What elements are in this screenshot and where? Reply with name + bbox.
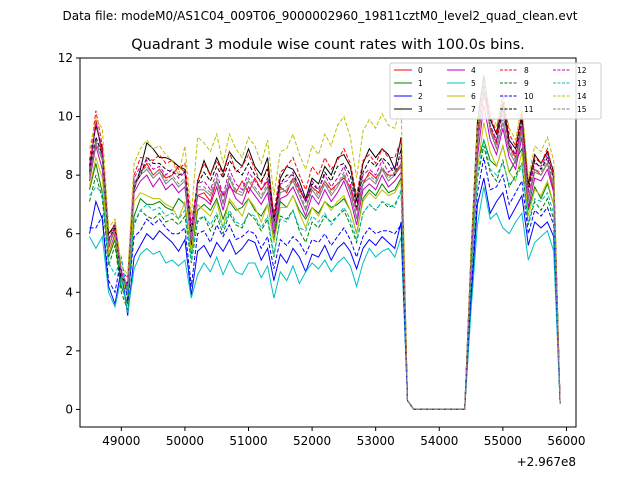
y-tick-label: 0: [65, 402, 73, 416]
x-tick-label: 52000: [293, 434, 331, 448]
x-tick-label: 49000: [102, 434, 140, 448]
x-tick-label: 54000: [420, 434, 458, 448]
series-line-0: [89, 93, 561, 410]
legend-label-3: 3: [418, 105, 423, 114]
series-line-4: [89, 104, 561, 410]
legend-label-15: 15: [577, 105, 587, 114]
series-line-13: [89, 139, 561, 410]
legend-label-0: 0: [418, 66, 423, 75]
legend-label-2: 2: [418, 92, 423, 101]
legend-label-12: 12: [577, 66, 587, 75]
plot-frame: [79, 57, 577, 428]
x-tick-label: 53000: [357, 434, 395, 448]
series-line-6: [89, 122, 561, 410]
legend-label-4: 4: [471, 66, 476, 75]
series-line-10: [89, 157, 561, 410]
x-axis-offset-label: +2.967e8: [517, 455, 576, 469]
chart-title: Quadrant 3 module wise count rates with …: [131, 37, 525, 53]
x-axis: 49000 50000 51000 52000 53000 54000 55000 56000: [102, 427, 586, 448]
y-tick-label: 8: [65, 168, 73, 182]
legend-label-10: 10: [524, 92, 534, 101]
legend-label-9: 9: [524, 79, 529, 88]
x-tick-label: 56000: [547, 434, 585, 448]
y-tick-label: 10: [58, 110, 73, 124]
legend-label-6: 6: [471, 92, 476, 101]
y-tick-label: 2: [65, 344, 73, 358]
legend-label-8: 8: [524, 66, 529, 75]
y-axis: 0 2 4 6 8 10 12: [58, 51, 80, 416]
series-line-9: [89, 145, 561, 410]
y-tick-label: 6: [65, 227, 73, 241]
legend-label-1: 1: [418, 79, 423, 88]
legend-label-14: 14: [577, 92, 587, 101]
series-line-15: [89, 84, 561, 410]
series-line-5: [89, 186, 561, 410]
x-tick-label: 50000: [166, 434, 204, 448]
x-tick-label: 51000: [229, 434, 267, 448]
legend-label-5: 5: [471, 79, 476, 88]
chart-suptitle: Data file: modeM0/AS1C04_009T06_90000029…: [62, 9, 577, 23]
legend-label-11: 11: [524, 105, 534, 114]
y-tick-label: 4: [65, 285, 73, 299]
legend-label-13: 13: [577, 79, 587, 88]
legend-box: [389, 62, 602, 120]
legend-label-7: 7: [471, 105, 476, 114]
plot-lines: [89, 75, 561, 410]
x-tick-label: 55000: [484, 434, 522, 448]
series-line-2: [89, 177, 561, 410]
y-tick-label: 12: [58, 51, 73, 65]
